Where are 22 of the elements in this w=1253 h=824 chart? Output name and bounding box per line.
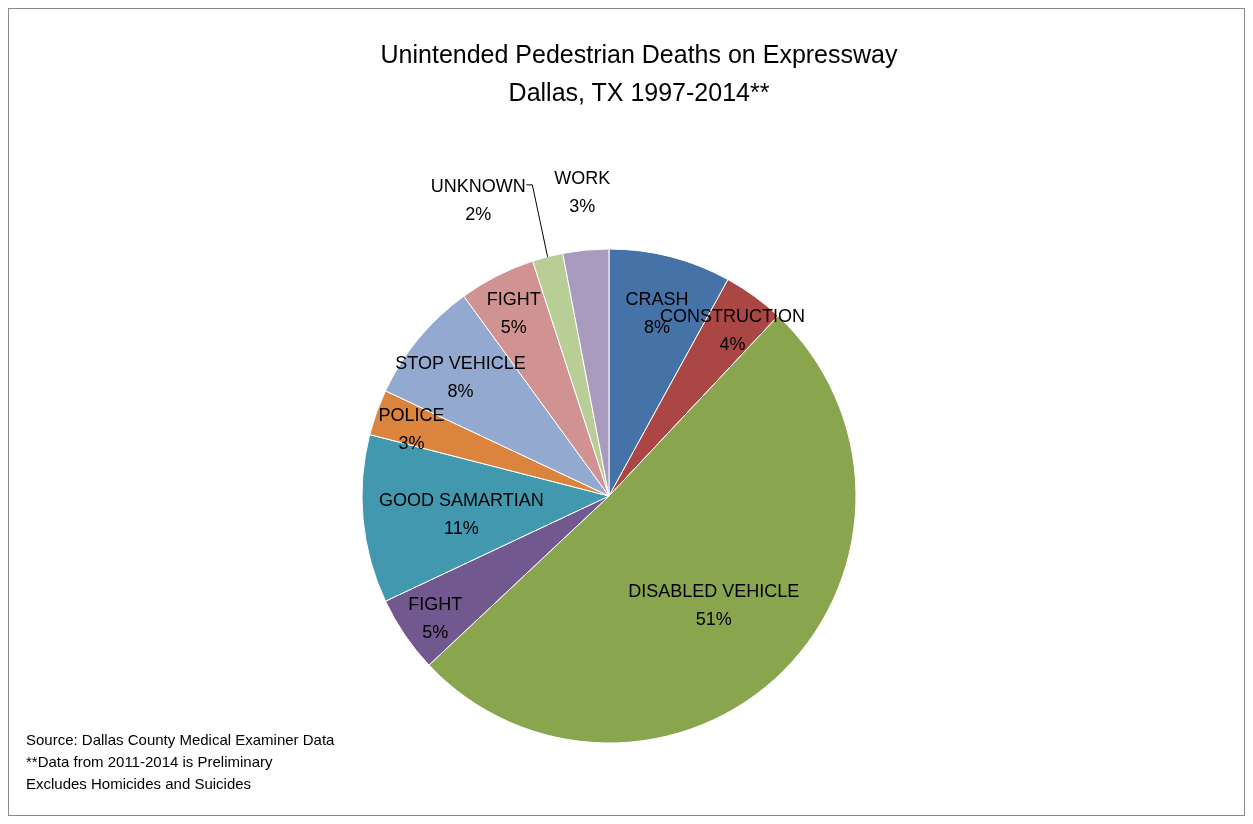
slice-label: FIGHT <box>486 288 541 309</box>
slice-label: STOP VEHICLE <box>395 353 526 374</box>
data-label: 11% <box>444 517 479 538</box>
data-label: 51% <box>695 608 732 629</box>
data-label: 5% <box>500 316 527 337</box>
data-label: 5% <box>422 622 449 643</box>
data-label: 8% <box>447 381 474 402</box>
data-label: 4% <box>719 334 746 355</box>
slice-label: GOOD SAMARTIAN <box>379 489 544 510</box>
source-note: Source: Dallas County Medical Examiner Data <box>26 731 336 748</box>
slice-label: UNKNOWN <box>430 175 526 196</box>
text: **Data from 2011-2014 is Preliminary <box>26 753 273 770</box>
slice-label: DISABLED VEHICLE <box>628 580 800 601</box>
slice-label: CRASH <box>625 289 689 310</box>
slice-label: FIGHT <box>408 594 463 615</box>
chart-title: Unintended Pedestrian Deaths on Expressway <box>380 40 898 68</box>
slice-label: WORK <box>554 168 611 189</box>
slice-label: POLICE <box>378 404 445 425</box>
data-label: 2% <box>465 203 492 224</box>
data-label: 3% <box>569 196 596 217</box>
text: Excludes Homicides and Suicides <box>26 775 252 792</box>
chart-subtitle: Dallas, TX 1997-2014** <box>508 78 770 106</box>
